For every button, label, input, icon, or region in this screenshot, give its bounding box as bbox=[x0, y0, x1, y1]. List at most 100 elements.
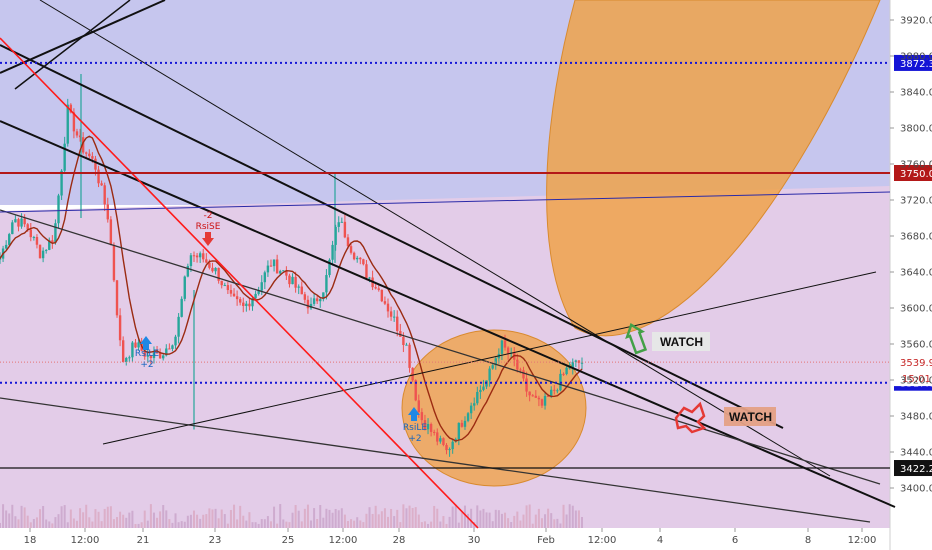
watch-note-1: WATCH bbox=[660, 335, 703, 349]
y-tick-label: 3720.0 bbox=[900, 196, 932, 207]
volume-bar bbox=[377, 514, 380, 528]
candle-body bbox=[275, 259, 279, 274]
volume-bar bbox=[393, 516, 396, 528]
candle-body bbox=[269, 265, 273, 267]
candle-body bbox=[248, 303, 251, 307]
candle-body bbox=[282, 270, 285, 272]
candle-body bbox=[171, 345, 174, 349]
volume-bar bbox=[69, 509, 72, 528]
candle-body bbox=[365, 264, 368, 278]
volume-bar bbox=[420, 522, 423, 528]
candle-body bbox=[38, 244, 42, 259]
candle-body bbox=[537, 397, 541, 400]
trend-lines bbox=[0, 0, 896, 529]
y-tick-label: 3840.0 bbox=[900, 88, 932, 99]
candle-body bbox=[368, 277, 371, 279]
x-tick-label: 30 bbox=[468, 535, 481, 546]
green-watch-icon bbox=[625, 322, 648, 355]
volume-bar bbox=[229, 509, 232, 528]
candle-body bbox=[78, 135, 82, 138]
volume-bar bbox=[239, 505, 242, 528]
price-level-label: 3872.3 bbox=[900, 59, 932, 70]
candle-body bbox=[254, 293, 257, 299]
candle-body bbox=[399, 331, 402, 337]
volume-bar bbox=[17, 519, 20, 528]
candle-body bbox=[436, 432, 439, 442]
buy-signal-1-qty: +2 bbox=[140, 360, 153, 370]
volume-bar bbox=[214, 508, 217, 528]
volume-bar bbox=[57, 514, 60, 528]
candle-body bbox=[359, 257, 362, 260]
volume-bar bbox=[359, 520, 362, 528]
volume-bar bbox=[500, 513, 503, 528]
candle-body bbox=[149, 355, 153, 359]
y-tick-label: 3760.0 bbox=[900, 160, 932, 171]
volume-bar bbox=[122, 514, 125, 528]
volume-bar bbox=[125, 517, 128, 528]
y-axis[interactable]: 3920.0 3880.0 3840.0 3800.0 3760.0 3720.0 3680… bbox=[890, 16, 932, 495]
candle-body bbox=[223, 285, 226, 287]
x-tick-label: 23 bbox=[209, 535, 222, 546]
volume-bar bbox=[159, 511, 162, 528]
candle-body bbox=[121, 340, 125, 363]
candle-body bbox=[54, 223, 57, 243]
price-level-tag bbox=[894, 460, 932, 477]
volume-bar bbox=[223, 514, 226, 528]
candle-body bbox=[525, 378, 528, 392]
volume-bar bbox=[156, 517, 159, 528]
candle-body bbox=[208, 262, 211, 268]
candles bbox=[0, 74, 584, 457]
price-level-label: 3539.9 bbox=[900, 358, 932, 369]
volume-bar bbox=[565, 514, 568, 528]
volume-bar bbox=[316, 519, 319, 528]
volume-bar bbox=[254, 522, 257, 528]
candle-body bbox=[396, 316, 399, 332]
candle-body bbox=[165, 348, 168, 356]
candle-body bbox=[349, 246, 353, 253]
candle-body bbox=[29, 229, 32, 238]
candle-body bbox=[232, 293, 236, 297]
candle-body bbox=[309, 303, 313, 309]
candle-body bbox=[411, 367, 414, 381]
candle-body bbox=[300, 286, 303, 295]
candle-body bbox=[131, 342, 134, 358]
candle-body bbox=[362, 259, 365, 265]
highlight-ellipse bbox=[401, 329, 587, 487]
volume-bar bbox=[48, 521, 51, 528]
buy-arrow-icon bbox=[408, 407, 420, 421]
volume-bar bbox=[303, 508, 306, 528]
x-tick-label: 25 bbox=[282, 535, 295, 546]
x-axis[interactable]: 18 12:00 21 23 25 12:00 28 30 Feb 12:00 4 6 8 12:00 bbox=[24, 528, 877, 546]
volume-bar bbox=[288, 522, 291, 528]
volume-bar bbox=[103, 508, 106, 528]
volume-bar bbox=[183, 521, 186, 528]
volume-bar bbox=[168, 519, 171, 528]
volume-bar bbox=[97, 511, 100, 528]
volume-bar bbox=[571, 505, 574, 528]
candle-body bbox=[408, 344, 411, 368]
volume-bar bbox=[88, 517, 91, 528]
candle-body bbox=[66, 104, 69, 144]
volume-bar bbox=[470, 508, 473, 528]
countdown-label: 15:01 bbox=[902, 374, 931, 385]
x-tick-label: Feb bbox=[537, 535, 555, 546]
volume-bar bbox=[519, 520, 522, 528]
candle-body bbox=[128, 357, 131, 359]
volume-bar bbox=[574, 510, 577, 528]
volume-bar bbox=[66, 522, 69, 528]
volume-bar bbox=[427, 523, 430, 528]
volume-bar bbox=[273, 506, 276, 528]
volume-bar bbox=[353, 520, 356, 528]
volume-bar bbox=[534, 514, 537, 528]
volume-bar bbox=[269, 521, 272, 528]
volume-bar bbox=[72, 518, 75, 528]
volume-bar bbox=[171, 522, 174, 528]
volume-bar bbox=[199, 518, 202, 528]
candle-body bbox=[556, 390, 559, 392]
candle-body bbox=[257, 290, 260, 294]
candle-body bbox=[180, 298, 183, 317]
candle-body bbox=[192, 255, 196, 257]
candle-body bbox=[328, 259, 331, 276]
